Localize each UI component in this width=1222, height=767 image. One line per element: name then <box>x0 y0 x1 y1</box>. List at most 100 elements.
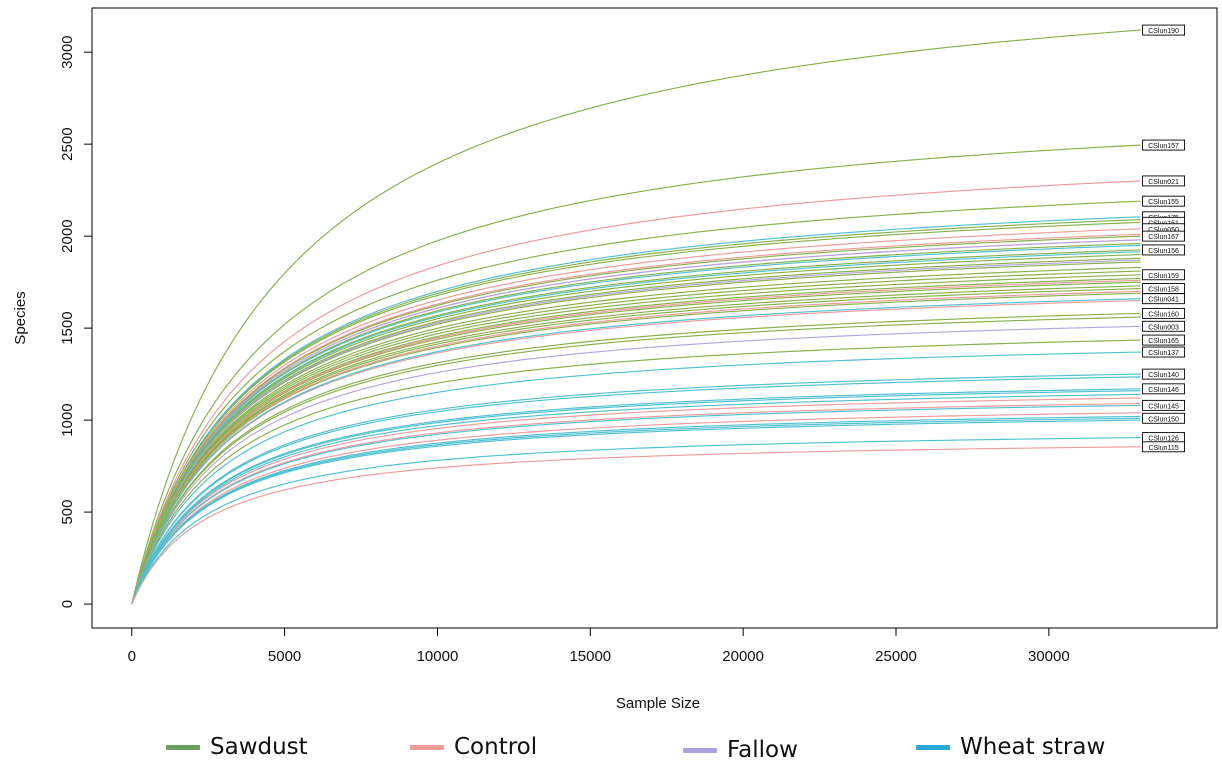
series-label-box <box>1142 368 1186 380</box>
y-tick-label: 500 <box>59 500 76 525</box>
x-tick-label: 5000 <box>268 648 301 665</box>
series-labels: CSlun190CSlun157CSlun021CSlun155CSlun175… <box>1142 24 1186 453</box>
series-label: CSlun137 <box>1142 346 1186 358</box>
series-label-text: CSlun003 <box>1148 324 1179 331</box>
legend: Sawdust Control Fallow Wheat straw <box>0 732 1222 767</box>
x-tick-label: 15000 <box>569 648 611 665</box>
y-axis: 0 500 1000 1500 2000 2500 3000 <box>59 35 93 608</box>
series-label: CSlun190 <box>1142 24 1186 36</box>
series-line <box>131 412 1141 605</box>
legend-item-control: Control <box>410 732 537 762</box>
series-line <box>131 299 1141 605</box>
series-line <box>131 397 1141 605</box>
series-line <box>131 393 1141 605</box>
series-label-text: CSlun137 <box>1148 350 1179 357</box>
series-line <box>131 287 1141 605</box>
series-line <box>131 277 1141 605</box>
legend-item-wheat-straw: Wheat straw <box>916 732 1105 762</box>
series-label-box <box>1142 320 1186 332</box>
series-line <box>131 298 1141 605</box>
series-label: CSlun159 <box>1142 269 1186 281</box>
series-label: CSlun155 <box>1142 195 1186 207</box>
series-line <box>131 437 1141 605</box>
series-label-box <box>1142 383 1186 395</box>
series-line <box>131 415 1141 605</box>
series-line <box>131 404 1141 605</box>
series-line <box>131 388 1141 605</box>
series-line <box>131 235 1141 605</box>
series-label-text: CSlun140 <box>1148 372 1179 379</box>
series-label-box <box>1142 412 1186 424</box>
series-line <box>131 290 1141 605</box>
series-line <box>131 446 1141 605</box>
series-line <box>131 373 1141 605</box>
series-label: CSlun041 <box>1142 293 1186 305</box>
series-line <box>131 376 1141 605</box>
x-tick-label: 30000 <box>1028 648 1070 665</box>
series-label-text: CSlun145 <box>1148 403 1179 410</box>
series-line <box>131 200 1141 605</box>
series-line <box>131 29 1141 605</box>
series-line <box>131 259 1141 605</box>
series-line <box>131 312 1141 605</box>
series-line <box>131 339 1141 605</box>
series-label-text: CSlun159 <box>1148 273 1179 280</box>
legend-swatch-wheat-straw <box>916 744 950 750</box>
series-label-box <box>1142 230 1186 242</box>
series-label-text: CSlun190 <box>1148 28 1179 35</box>
series-label-text: CSlun156 <box>1148 248 1179 255</box>
legend-item-fallow: Fallow <box>683 735 798 765</box>
series-label-text: CSlun157 <box>1148 143 1179 150</box>
series-label: CSlun146 <box>1142 383 1186 395</box>
y-tick-label: 0 <box>59 600 76 608</box>
series-label-text: CSlun021 <box>1148 179 1179 186</box>
x-tick-label: 20000 <box>722 648 764 665</box>
series-line <box>131 316 1141 605</box>
series-label-box <box>1142 175 1186 187</box>
series-label-box <box>1142 441 1186 453</box>
y-tick-label: 2500 <box>59 127 76 160</box>
series-label: CSlun021 <box>1142 175 1186 187</box>
legend-label: Control <box>454 734 538 760</box>
legend-swatch-sawdust <box>166 744 200 750</box>
series-label: CSlun140 <box>1142 368 1186 380</box>
x-axis: 0 5000 10000 15000 20000 25000 30000 <box>128 627 1070 665</box>
axes: 0 5000 10000 15000 20000 25000 30000 0 500 1000 15… <box>59 35 1070 665</box>
series-label-text: CSlun126 <box>1148 436 1179 443</box>
series-label: CSlun160 <box>1142 307 1186 319</box>
series-label-text: CSlun158 <box>1148 287 1179 294</box>
series-line <box>131 417 1141 605</box>
legend-label: Fallow <box>727 737 798 763</box>
legend-swatch-control <box>410 744 444 750</box>
series-label-text: CSlun041 <box>1148 297 1179 304</box>
series-label-box <box>1142 24 1186 36</box>
series-line <box>131 144 1141 605</box>
x-tick-label: 25000 <box>875 648 917 665</box>
series-line <box>131 221 1141 605</box>
series-label-box <box>1142 244 1186 256</box>
series-line <box>131 228 1141 605</box>
series-label-box <box>1142 269 1186 281</box>
series-label-box <box>1142 293 1186 305</box>
series-label-text: CSlun146 <box>1148 387 1179 394</box>
series-label-text: CSlun155 <box>1148 199 1179 206</box>
series-label-box <box>1142 346 1186 358</box>
series-lines <box>131 29 1141 605</box>
y-tick-label: 2000 <box>59 219 76 252</box>
series-label-box <box>1142 195 1186 207</box>
series-label: CSlun158 <box>1142 283 1186 295</box>
series-line <box>131 244 1141 605</box>
legend-label: Wheat straw <box>960 734 1106 760</box>
series-line <box>131 325 1141 605</box>
y-tick-label: 1000 <box>59 403 76 436</box>
series-line <box>131 180 1141 605</box>
series-line <box>131 251 1141 605</box>
series-line <box>131 274 1141 605</box>
legend-label: Sawdust <box>210 734 308 760</box>
series-line <box>131 419 1141 605</box>
series-label-text: CSlun150 <box>1148 416 1179 423</box>
series-label: CSlun165 <box>1142 334 1186 346</box>
series-label-text: CSlun160 <box>1148 311 1179 318</box>
series-line <box>131 216 1141 605</box>
series-label-box <box>1142 307 1186 319</box>
